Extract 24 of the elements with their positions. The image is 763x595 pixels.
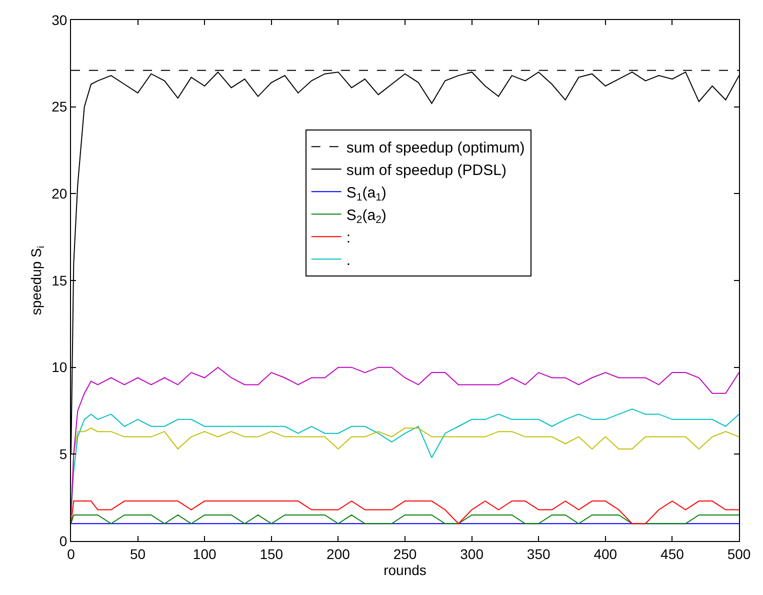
x-tick-label: 450	[660, 546, 684, 562]
legend-label: S$_{2}$(a$_{2}$)	[346, 207, 386, 226]
x-tick-label: 100	[192, 546, 216, 562]
y-tick-label: 0	[59, 532, 68, 549]
x-tick-label: 500	[727, 546, 751, 562]
legend-label: sum of speedup (PDSL)	[346, 162, 506, 180]
x-tick-label: 200	[326, 546, 350, 562]
x-tick-label: 50	[130, 546, 146, 562]
legend-label: S$_{1}$(a$_{1}$)	[346, 184, 386, 204]
x-tick-label: 300	[460, 546, 484, 562]
x-axis-title: rounds	[384, 562, 426, 578]
x-tick-label: 150	[260, 546, 284, 562]
legend-label: :	[346, 230, 351, 247]
y-tick-label: 10	[52, 359, 68, 376]
x-tick-label: 250	[393, 546, 417, 562]
x-tick-label: 350	[526, 546, 550, 562]
x-tick-label: 400	[594, 546, 618, 562]
y-tick-label: 30	[52, 12, 68, 28]
y-tick-label: 15	[52, 272, 68, 288]
legend-label: sum of speedup (optimum)	[346, 140, 525, 157]
y-tick-label: 5	[59, 446, 68, 462]
y-tick-label: 25	[52, 98, 68, 115]
legend-label: .	[346, 252, 351, 270]
y-tick-label: 20	[52, 186, 68, 202]
